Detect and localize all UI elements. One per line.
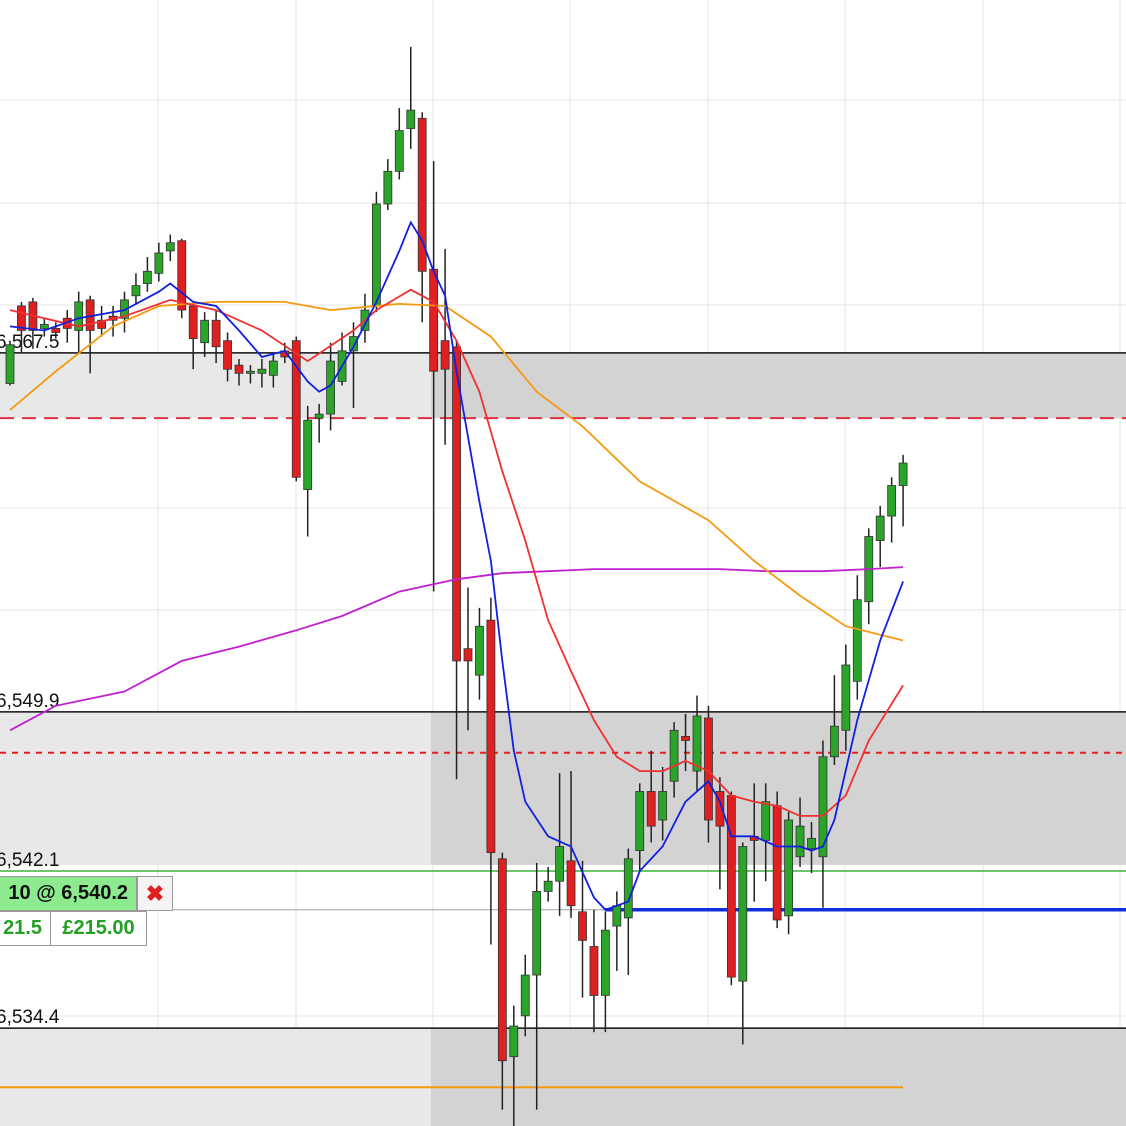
candle-body: [97, 319, 106, 329]
candle-body: [74, 301, 84, 331]
candle-body: [795, 825, 805, 858]
candle-body: [200, 319, 210, 344]
candle-body: [669, 729, 679, 782]
candle-body: [589, 946, 599, 996]
order-points: 21.5: [0, 911, 51, 946]
candle-body: [852, 599, 862, 682]
candle-body: [532, 891, 542, 976]
candle-body: [887, 485, 897, 517]
moving-average: [9, 288, 904, 817]
candle-body: [715, 791, 725, 827]
candle-body: [463, 648, 473, 662]
level-label: 6,534.4: [0, 1007, 60, 1028]
candle-body: [452, 346, 461, 662]
candle-body: [394, 130, 404, 172]
candle-body: [623, 858, 633, 919]
candle-body: [818, 756, 828, 858]
candle-body: [131, 285, 141, 297]
candle-body: [406, 109, 416, 129]
candle-body: [223, 340, 232, 370]
candle-body: [738, 846, 748, 982]
candle-body: [761, 801, 771, 841]
zone-recent: [431, 1028, 1126, 1126]
candle-body: [5, 344, 15, 384]
candle-body: [841, 664, 851, 731]
moving-average: [9, 566, 904, 732]
candle-body: [658, 791, 668, 821]
candle-body: [234, 364, 244, 374]
candle-body: [142, 270, 152, 284]
candle-body: [39, 323, 49, 329]
order-label[interactable]: 10 @ 6,540.2: [0, 876, 137, 911]
close-order-button[interactable]: ✖: [137, 876, 173, 911]
candle-body: [165, 242, 175, 252]
candle-body: [497, 858, 507, 1062]
candle-body: [268, 360, 278, 376]
level-label: 6,549.9: [0, 691, 59, 712]
candle-body: [509, 1025, 519, 1058]
candle-body: [417, 117, 427, 272]
candle-body: [772, 805, 782, 921]
plot: [5, 46, 1126, 1126]
candle-body: [303, 419, 313, 490]
candle-body: [830, 725, 839, 758]
moving-average: [9, 301, 904, 642]
candle-body: [371, 203, 381, 307]
candle-body: [543, 880, 553, 892]
candle-body: [314, 413, 324, 419]
level-label: 6,542.1: [0, 850, 59, 871]
candle-body: [555, 846, 564, 882]
zone-recent: [431, 352, 1126, 419]
candle-body: [612, 905, 622, 927]
candle-body: [177, 240, 187, 311]
candle-body: [211, 319, 221, 348]
candle-body: [120, 299, 129, 319]
candle-body: [898, 462, 908, 486]
candle-body: [383, 170, 393, 205]
candle-body: [726, 795, 736, 978]
zones: 6,567.5 6,549.9 6,542.1 6,534.4: [0, 332, 1126, 1126]
candle-body: [520, 974, 530, 1017]
moving-average: [9, 220, 904, 911]
candle-body: [154, 252, 164, 274]
candle-body: [51, 328, 61, 333]
candle-body: [188, 305, 198, 340]
candle-body: [246, 370, 255, 374]
candle-body: [349, 336, 358, 352]
candle-body: [807, 837, 816, 849]
candle-body: [784, 819, 793, 917]
candle-body: [440, 340, 450, 370]
candle-body: [257, 368, 267, 374]
candle-body: [601, 929, 610, 996]
level-label: 6,567.5: [0, 332, 59, 353]
candle-body: [566, 860, 576, 907]
candle-body: [692, 715, 702, 772]
candle-body: [635, 791, 645, 852]
candle-body: [681, 735, 690, 741]
candle-body: [429, 268, 439, 372]
candle-body: [17, 305, 26, 331]
order-pnl: £215.00: [50, 911, 147, 946]
candle-body: [486, 619, 496, 854]
candle-body: [875, 515, 885, 541]
candle-body: [475, 625, 484, 676]
candle-body: [646, 791, 656, 827]
candle-body: [578, 911, 587, 941]
candle-body: [291, 340, 301, 478]
